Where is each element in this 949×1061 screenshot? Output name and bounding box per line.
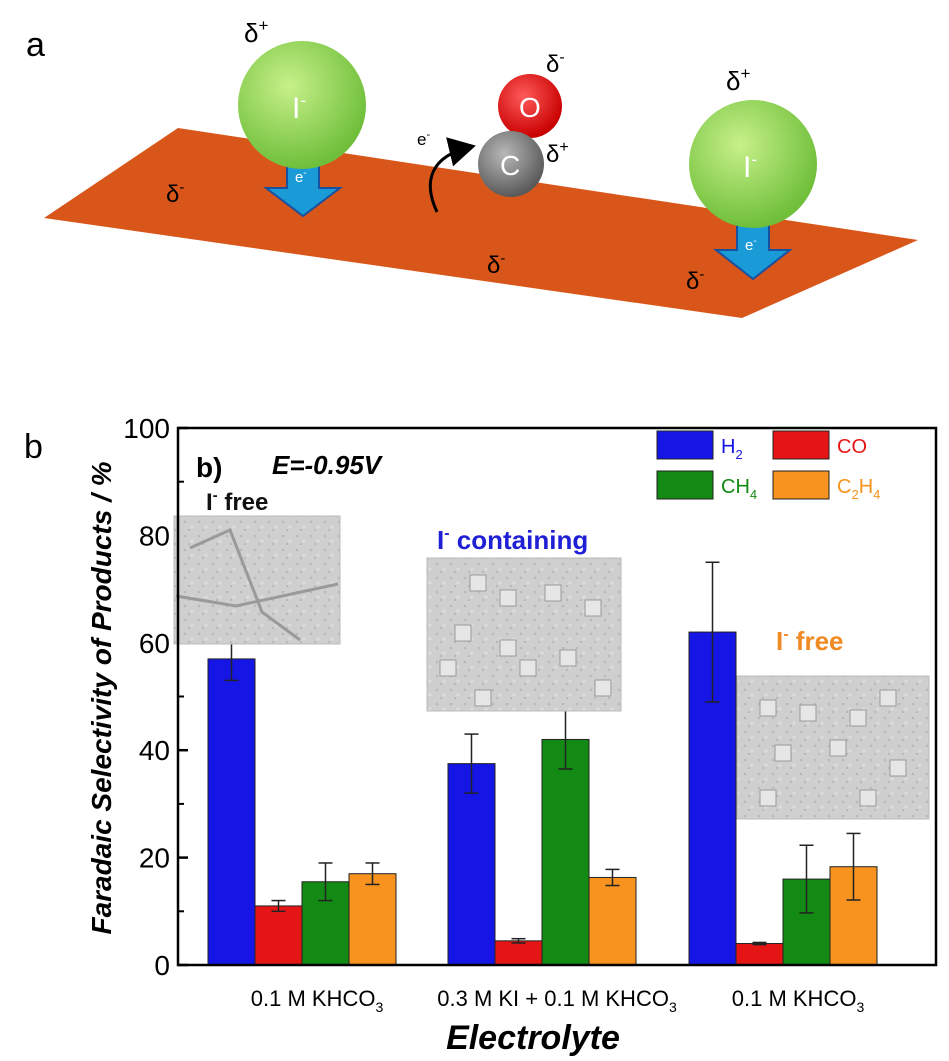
bar-0-3 <box>348 873 397 966</box>
carbon-charge: δ+ <box>546 139 569 168</box>
y-tick-label: 20 <box>139 843 170 874</box>
bar-1-1 <box>494 940 543 966</box>
plot-frame <box>176 426 938 967</box>
legend-label-3: C2H4 <box>837 476 880 502</box>
iodide-sphere-left <box>238 41 366 169</box>
panel-b-label: b <box>24 428 43 466</box>
oxygen-charge: δ- <box>546 49 565 78</box>
panel-b-chart: b Faradaic Selectivity of Products / % E… <box>24 413 938 1057</box>
sem-crystal <box>544 584 562 602</box>
sem-crystal <box>759 699 777 717</box>
y-tick-label: 60 <box>139 628 170 659</box>
electron-label-left: e- <box>295 168 307 186</box>
sem-crystal <box>584 599 602 617</box>
sem-crystal <box>454 624 472 642</box>
panel-a-schematic: a δ- δ- δ- e- e- I- δ+ I- δ+ O δ- C δ+ e… <box>26 16 918 318</box>
surface-charge-3: δ- <box>686 266 704 295</box>
electron-donation-label: e- <box>417 129 430 149</box>
carbon-label: C <box>500 150 520 181</box>
y-tick-label: 80 <box>139 520 170 551</box>
sem-crystal <box>889 759 907 777</box>
bar-0-0 <box>207 658 256 966</box>
sem-crystal <box>469 574 487 592</box>
legend-swatch-1 <box>772 430 830 460</box>
legend: H2 CO CH4 C2H4 <box>656 430 880 502</box>
sem-crystal <box>499 589 517 607</box>
legend-label-2: CH4 <box>721 476 757 502</box>
sem-crystal <box>799 704 817 722</box>
sem-crystal <box>774 744 792 762</box>
inset-caption-right: I- free <box>776 626 843 656</box>
y-tick-label: 40 <box>139 735 170 766</box>
y-tick-label: 100 <box>123 413 170 444</box>
panel-a-label: a <box>26 26 45 64</box>
bar-2-1 <box>735 943 784 966</box>
sem-crystal <box>859 789 877 807</box>
copper-surface <box>44 128 918 318</box>
electron-label-right: e- <box>745 236 757 254</box>
iodide-label-right: I- <box>743 150 757 184</box>
sem-crystal <box>499 639 517 657</box>
bar-0-1 <box>254 905 303 966</box>
legend-swatch-2 <box>656 470 714 500</box>
legend-label-1: CO <box>837 436 867 458</box>
bar-1-2 <box>541 738 590 966</box>
sem-crystal <box>439 659 457 677</box>
electron-donation-arrow <box>428 137 476 213</box>
chart-inner-label: b) <box>196 452 222 483</box>
sem-image-left <box>173 515 341 645</box>
sem-crystals <box>439 574 907 807</box>
potential-label: E=-0.95V <box>272 450 384 480</box>
sem-crack-lines <box>175 527 339 642</box>
x-category-label-2: 0.1 M KHCO3 <box>732 986 865 1015</box>
legend-label-0: H2 <box>721 436 743 462</box>
sem-crystal <box>594 679 612 697</box>
carbon-atom <box>478 131 544 197</box>
sem-crystal <box>519 659 537 677</box>
iodide-sphere-right <box>689 100 817 228</box>
surface-charge-2: δ- <box>487 250 505 279</box>
bar-1-3 <box>588 876 637 966</box>
sem-crystal <box>879 689 897 707</box>
inset-caption-middle: I- containing <box>437 525 588 555</box>
y-axis-title: Faradaic Selectivity of Products / % <box>86 461 117 934</box>
iodide-label-left: I- <box>292 91 306 125</box>
legend-swatch-0 <box>656 430 714 460</box>
surface-charge-1: δ- <box>166 179 184 208</box>
oxygen-atom <box>498 74 562 138</box>
x-category-label-0: 0.1 M KHCO3 <box>251 986 384 1015</box>
iodide-charge-left: δ+ <box>244 16 268 48</box>
sem-crystal <box>559 649 577 667</box>
x-category-label-1: 0.3 M KI + 0.1 M KHCO3 <box>437 986 677 1015</box>
oxygen-label: O <box>519 92 541 123</box>
inset-caption-left: I- free <box>206 487 268 516</box>
x-axis-title: Electrolyte <box>446 1019 620 1057</box>
iodide-charge-right: δ+ <box>726 64 750 96</box>
sem-crystal <box>474 689 492 707</box>
y-tick-label: 0 <box>154 950 170 981</box>
sem-crystal <box>849 709 867 727</box>
sem-crystal <box>829 739 847 757</box>
sem-crystal <box>759 789 777 807</box>
legend-swatch-3 <box>772 470 830 500</box>
